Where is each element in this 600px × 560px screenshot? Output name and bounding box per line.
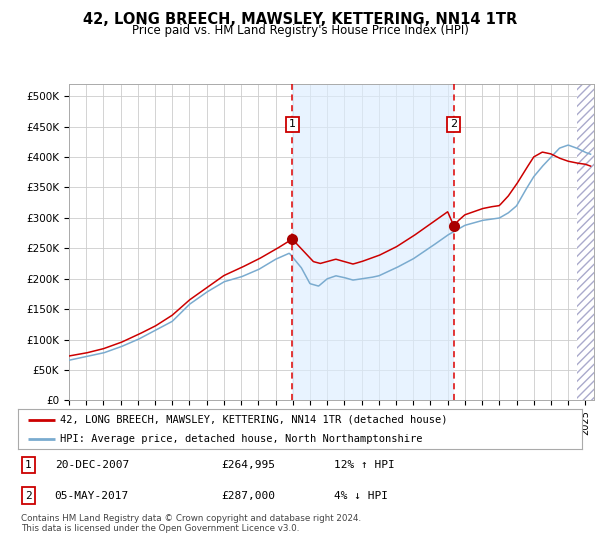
Text: 12% ↑ HPI: 12% ↑ HPI <box>334 460 395 470</box>
Text: HPI: Average price, detached house, North Northamptonshire: HPI: Average price, detached house, Nort… <box>60 434 423 444</box>
Text: 2: 2 <box>450 119 457 129</box>
Text: 1: 1 <box>25 460 32 470</box>
Text: 42, LONG BREECH, MAWSLEY, KETTERING, NN14 1TR: 42, LONG BREECH, MAWSLEY, KETTERING, NN1… <box>83 12 517 27</box>
Bar <box>577 84 600 400</box>
Text: 1: 1 <box>289 119 296 129</box>
Text: Contains HM Land Registry data © Crown copyright and database right 2024.
This d: Contains HM Land Registry data © Crown c… <box>21 514 361 533</box>
Bar <box>292 84 454 400</box>
Text: 20-DEC-2007: 20-DEC-2007 <box>55 460 129 470</box>
Text: 2: 2 <box>25 491 32 501</box>
Text: 4% ↓ HPI: 4% ↓ HPI <box>334 491 388 501</box>
Text: Price paid vs. HM Land Registry's House Price Index (HPI): Price paid vs. HM Land Registry's House … <box>131 24 469 37</box>
Text: £264,995: £264,995 <box>221 460 275 470</box>
Text: £287,000: £287,000 <box>221 491 275 501</box>
Text: 05-MAY-2017: 05-MAY-2017 <box>55 491 129 501</box>
Text: 42, LONG BREECH, MAWSLEY, KETTERING, NN14 1TR (detached house): 42, LONG BREECH, MAWSLEY, KETTERING, NN1… <box>60 415 448 424</box>
